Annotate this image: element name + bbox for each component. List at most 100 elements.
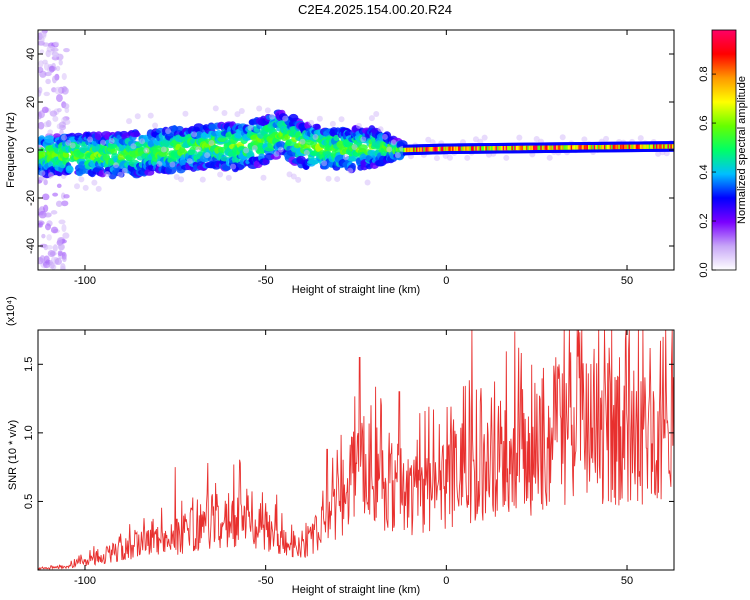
spectrogram-halo-cell <box>212 105 219 112</box>
spectrogram-halo-cell <box>195 146 202 153</box>
spectrogram-noise-cell <box>38 31 47 38</box>
spectrogram-noise-cell <box>56 107 62 113</box>
spectrogram-noise-cell <box>41 233 46 239</box>
spectrogram-noise-cell <box>38 121 45 130</box>
spectrogram-halo-cell <box>217 171 224 178</box>
spectrogram-noise-cell <box>58 219 66 225</box>
spectrogram-noise-cell <box>61 85 67 93</box>
spectrogram-halo-cell <box>191 131 198 138</box>
spectrogram-halo-cell <box>299 138 306 145</box>
colorbar-tick-label: 0.0 <box>698 262 710 277</box>
spectrogram-halo-cell <box>342 154 349 161</box>
spectrogram-halo-cell <box>316 115 323 122</box>
colorbar-tick-label: 0.2 <box>698 213 710 228</box>
spectrogram-tone-core <box>671 144 674 149</box>
snr-frame <box>37 329 675 571</box>
spectrogram-noise-cell <box>43 91 50 97</box>
spectrogram-halo-cell <box>581 136 588 143</box>
spectrogram-noise-cell <box>57 243 66 251</box>
spectrogram-noise-cell <box>38 66 44 74</box>
spectrogram-halo-cell <box>87 136 94 143</box>
spectrogram-halo-cell <box>247 124 254 131</box>
snr-x-ticks: -100 -50 0 50 <box>74 330 633 587</box>
spectrogram-halo-cell <box>273 151 280 158</box>
spectrogram-noise-cell <box>52 75 57 84</box>
spectrogram-y-tick-label: 40 <box>25 48 37 60</box>
spectrogram-noise-cell <box>49 110 58 117</box>
spectrogram-cell <box>179 146 186 154</box>
spectrogram-halo-cell <box>221 110 228 117</box>
spectrogram-halo-cell <box>182 110 189 117</box>
spectrogram-halo-cell <box>56 123 63 130</box>
spectrogram-halo-cell <box>251 145 258 152</box>
spectrogram-noise-cell <box>52 53 59 58</box>
spectrogram-noise-cell <box>39 255 46 263</box>
colorbar-gradient <box>712 30 736 270</box>
snr-plot-area <box>38 330 674 570</box>
spectrogram-halo-cell <box>121 167 128 174</box>
spectrogram-halo-cell <box>113 162 120 169</box>
snr-x-label: Height of straight line (km) <box>292 584 420 596</box>
colorbar-tick-label: 0.6 <box>698 115 710 130</box>
spectrogram-halo-cell <box>603 135 610 142</box>
spectrogram-panel: -100 -50 0 50 -40 -20 0 20 40 Height of straigh… <box>5 29 675 296</box>
spectrogram-halo-cell <box>481 134 488 141</box>
spectrogram-halo-cell <box>225 174 232 181</box>
spectrogram-noise-cell <box>50 226 59 234</box>
spectrogram-halo-cell <box>355 122 362 129</box>
spectrogram-halo-cell <box>139 138 146 145</box>
spectrogram-noise-cell <box>42 193 50 201</box>
spectrogram-halo-cell <box>303 149 310 156</box>
spectrogram-noise-cell <box>50 210 58 215</box>
spectrogram-noise-cell <box>39 35 45 44</box>
spectrogram-halo-cell <box>95 185 102 192</box>
spectrogram-noise-cell <box>56 183 62 188</box>
spectrogram-x-tick-label: -100 <box>74 275 96 287</box>
spectrogram-noise-cell <box>58 238 63 245</box>
spectrogram-noise-cell <box>62 232 70 239</box>
spectrogram-y-tick-label: -20 <box>25 190 37 206</box>
snr-y-label: SNR (10 * v/v) <box>7 420 19 490</box>
spectrogram-noise-cell <box>38 86 43 94</box>
snr-y-tick-label: 1.0 <box>23 425 35 440</box>
spectrogram-noise-cell <box>52 244 58 252</box>
snr-x-tick-label: 0 <box>443 575 449 587</box>
snr-series-line <box>38 330 674 570</box>
spectrogram-halo-cell <box>234 111 241 118</box>
spectrogram-halo-cell <box>243 147 250 154</box>
spectrogram-halo-cell <box>152 122 159 129</box>
spectrogram-halo-cell <box>377 126 384 133</box>
spectrogram-noise-cell <box>55 200 63 207</box>
spectrogram-halo-cell <box>364 179 371 186</box>
spectrogram-halo-cell <box>446 154 453 161</box>
spectrogram-halo-cell <box>39 170 46 177</box>
spectrogram-noise-cell <box>51 47 59 52</box>
spectrogram-noise-cell <box>48 261 55 269</box>
spectrogram-halo-cell <box>394 152 401 159</box>
spectrogram-halo-cell <box>433 155 440 162</box>
spectrogram-noise-cell <box>53 41 60 47</box>
spectrogram-noise-cell <box>47 129 54 135</box>
spectrogram-halo-cell <box>199 176 206 183</box>
spectrogram-halo-cell <box>78 176 85 183</box>
spectrogram-noise-cell <box>48 65 55 73</box>
snr-y-ticks: 0.5 1.0 1.5 <box>23 357 674 509</box>
spectrogram-halo-cell <box>178 176 185 183</box>
spectrogram-noise-cell <box>45 49 51 58</box>
spectrogram-halo-cell <box>386 146 393 153</box>
spectrogram-halo-cell <box>156 160 163 167</box>
spectrogram-halo-cell <box>351 143 358 150</box>
spectrogram-halo-cell <box>61 134 68 141</box>
snr-marks <box>38 330 674 570</box>
spectrogram-halo-cell <box>260 174 267 181</box>
spectrogram-cell <box>333 134 340 142</box>
spectrogram-noise-cell <box>43 62 50 71</box>
spectrogram-cell <box>284 134 291 140</box>
colorbar-label: Normalized spectral amplitude <box>736 76 748 224</box>
spectrogram-halo-cell <box>290 173 297 180</box>
spectrogram-halo-cell <box>329 120 336 127</box>
spectrogram-noise-cell <box>46 234 52 241</box>
spectrogram-noise-cell <box>54 86 63 95</box>
spectrogram-halo-cell <box>269 113 276 120</box>
spectrogram-noise-cell <box>38 179 43 184</box>
